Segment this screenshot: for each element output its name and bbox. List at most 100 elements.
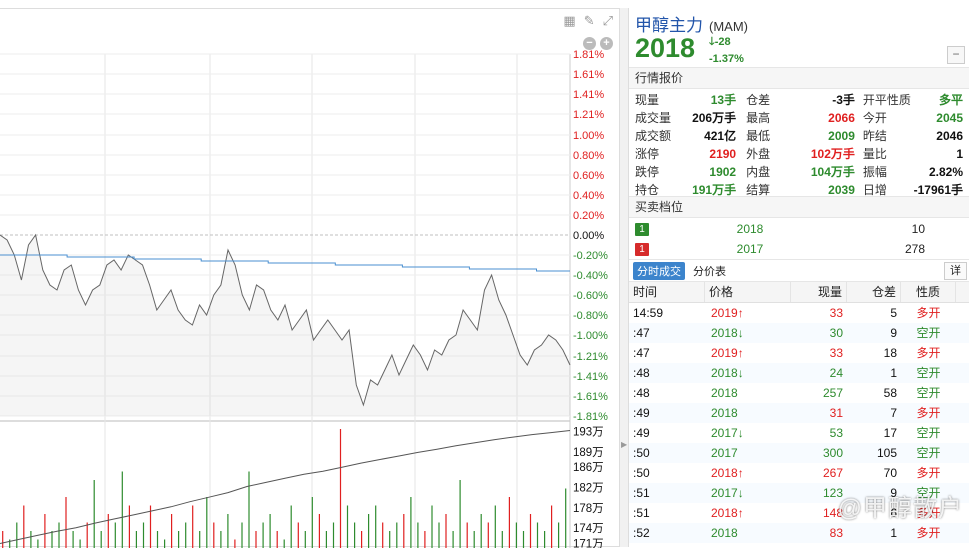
volume-bar [424,531,425,548]
volume-bar [136,531,137,548]
volume-bar [537,523,538,548]
tick-volume: 267 [791,463,847,483]
pct-tick-label: 0.40% [573,190,604,202]
volume-bar [516,523,517,548]
volume-bar [213,523,214,548]
stat-value: 13手 [711,91,736,109]
tick-price: 2018 [705,383,791,403]
pct-tick-label: -1.00% [573,330,608,342]
stat-value: 2039 [828,181,855,199]
stat-label: 振幅 [863,163,887,181]
tick-time: :47 [629,323,705,343]
pct-tick-label: -1.41% [573,371,608,383]
stat-value: 2066 [828,109,855,127]
tick-volume: 257 [791,383,847,403]
volume-bar [467,523,468,548]
panel-splitter[interactable]: ▶ [620,8,628,547]
volume-bar [410,497,411,548]
tick-price: 2017 [705,443,791,463]
tick-nature: 多开 [901,523,956,543]
volume-bar [143,523,144,548]
column-header[interactable]: 仓差 [847,282,901,302]
stat-label: 开平性质 [863,91,911,109]
stat-label: 今开 [863,109,887,127]
open-interest-line [0,431,570,544]
tick-volume: 33 [791,343,847,363]
volume-bar [495,506,496,548]
volume-bar [23,506,24,548]
stat-cell: 内盘 104万手 [746,163,855,181]
volume-bar [347,506,348,548]
volume-bar [51,531,52,548]
volume-bar [375,506,376,548]
tick-time: :49 [629,423,705,443]
tick-time: :51 [629,503,705,523]
tick-oi-change: 70 [847,463,901,483]
pct-tick-label: -0.60% [573,290,608,302]
volume-bar [101,531,102,548]
tab-time-and-sales[interactable]: 分时成交 [633,262,685,280]
volume-bar [438,523,439,548]
orders-section-title: 买卖档位 [629,197,969,218]
pct-tick-label: -0.20% [573,250,608,262]
collapse-button[interactable]: − [947,46,965,64]
stat-value: 2009 [828,127,855,145]
volume-bar [460,480,461,548]
tab-price-table[interactable]: 分价表 [689,262,730,280]
volume-bar [403,514,404,548]
tick-volume: 31 [791,403,847,423]
volume-bar [44,514,45,548]
stat-label: 内盘 [746,163,770,181]
column-header[interactable]: 现量 [791,282,847,302]
tick-volume: 30 [791,323,847,343]
column-header[interactable]: 价格 [705,282,791,302]
tick-time: 14:59 [629,303,705,323]
volume-bar [150,506,151,548]
oi-tick-label: 186万 [573,462,604,474]
tick-time: :52 [629,523,705,543]
tick-nature: 空开 [901,323,956,343]
column-header[interactable]: 性质 [901,282,956,302]
tick-nature: 空开 [901,443,956,463]
stat-value: 多平 [939,91,963,109]
pct-tick-label: 1.61% [573,69,604,81]
volume-bar [340,429,341,548]
tick-time: :51 [629,483,705,503]
price-area [0,235,570,416]
oi-tick-label: 174万 [573,523,604,535]
detail-button[interactable]: 详 [944,262,967,280]
tick-price: 2018↓ [705,323,791,343]
volume-bar [544,531,545,548]
column-header[interactable]: 时间 [629,282,705,302]
tick-nature: 空开 [901,423,956,443]
collapse-arrow-icon[interactable]: ▶ [621,440,627,449]
intraday-chart[interactable]: 1.81%1.61%1.41%1.21%1.00%0.80%0.60%0.40%… [0,9,620,548]
tick-oi-change: 1 [847,363,901,383]
arrow-down-icon: ↓ [738,486,744,500]
intraday-chart-panel: ▦ ✎ ⤢ − + 1.81%1.61%1.41%1.21%1.00%0.80%… [0,8,620,547]
stat-value: 104万手 [811,163,855,181]
oi-tick-label: 182万 [573,483,604,495]
oi-tick-label: 193万 [573,427,604,439]
volume-bar [474,531,475,548]
volume-bar [565,489,566,548]
stat-label: 量比 [863,145,887,163]
volume-bar [481,514,482,548]
volume-bar [220,531,221,548]
stat-label: 仓差 [746,91,770,109]
